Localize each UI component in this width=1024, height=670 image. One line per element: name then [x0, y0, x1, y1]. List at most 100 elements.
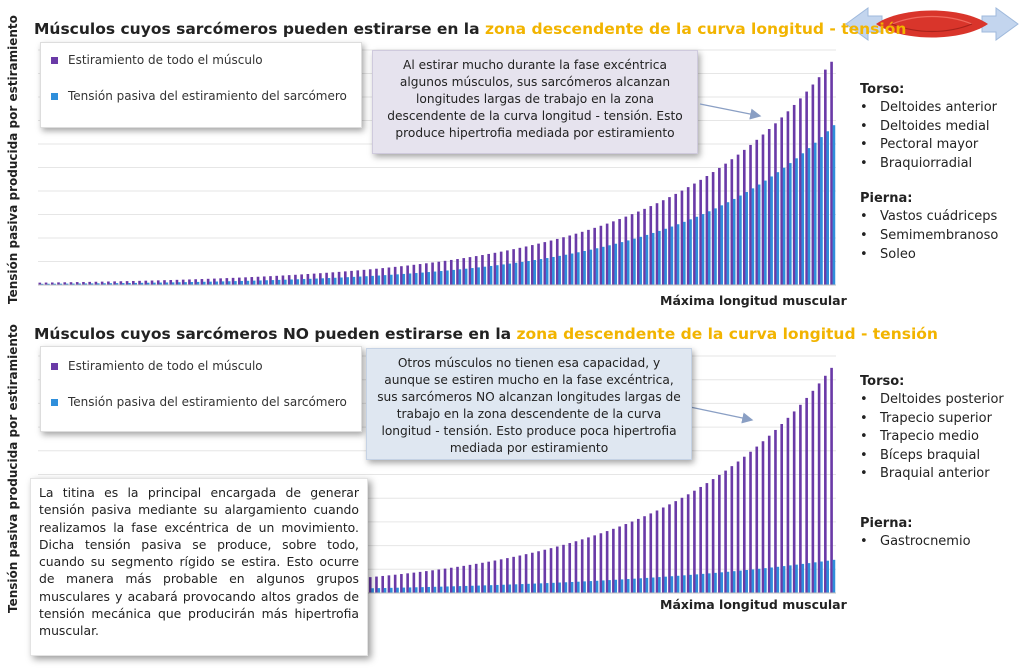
bar-muscle-stretch — [817, 77, 821, 285]
bar-muscle-stretch — [44, 282, 48, 285]
bar-muscle-stretch — [749, 451, 752, 593]
bar-muscle-stretch — [163, 280, 166, 285]
bar-passive-tension — [583, 581, 586, 593]
bar-muscle-stretch — [244, 277, 247, 285]
bar-passive-tension — [371, 275, 374, 285]
bar-muscle-stretch — [331, 272, 335, 285]
bar-muscle-stretch — [668, 197, 671, 285]
bar-passive-tension — [508, 263, 512, 285]
bar-muscle-stretch — [649, 513, 653, 593]
x-axis-label-2: Máxima longitud muscular — [660, 597, 847, 612]
bar-muscle-stretch — [325, 272, 328, 285]
bar-passive-tension — [352, 276, 356, 285]
bar-passive-tension — [751, 569, 755, 593]
bar-passive-tension — [589, 581, 593, 593]
list-item: Deltoides posterior — [860, 391, 1004, 410]
bar-passive-tension — [464, 268, 468, 285]
bar-passive-tension — [545, 583, 549, 593]
legend-item-passive-tension: Tensión pasiva del estiramiento del sarc… — [51, 89, 347, 103]
bar-muscle-stretch — [100, 281, 104, 285]
bar-muscle-stretch — [537, 243, 540, 285]
bar-muscle-stretch — [518, 247, 522, 285]
bar-muscle-stretch — [618, 526, 621, 593]
bar-muscle-stretch — [749, 144, 752, 285]
bar-passive-tension — [265, 280, 268, 285]
bar-passive-tension — [446, 586, 449, 593]
bar-passive-tension — [651, 577, 655, 593]
bar-muscle-stretch — [144, 280, 148, 285]
bar-passive-tension — [40, 283, 44, 285]
bar-passive-tension — [826, 560, 830, 593]
group-heading-torso-1: Torso: — [860, 82, 905, 97]
bar-muscle-stretch — [393, 266, 397, 285]
bar-muscle-stretch — [686, 187, 690, 285]
bar-muscle-stretch — [337, 271, 341, 285]
bar-passive-tension — [720, 205, 724, 285]
bar-muscle-stretch — [580, 231, 584, 285]
legend-swatch-purple — [51, 57, 58, 64]
list-item: Deltoides medial — [860, 118, 998, 137]
bar-passive-tension — [215, 281, 219, 285]
bar-passive-tension — [358, 276, 362, 285]
bar-passive-tension — [377, 275, 381, 285]
list-item: Bíceps braquial — [860, 447, 1004, 466]
bar-muscle-stretch — [412, 264, 416, 285]
bar-muscle-stretch — [811, 390, 815, 593]
bar-passive-tension — [234, 281, 237, 285]
bar-passive-tension — [308, 278, 312, 285]
bar-passive-tension — [570, 581, 574, 593]
bar-muscle-stretch — [786, 111, 790, 285]
bar-muscle-stretch — [736, 154, 740, 285]
bar-passive-tension — [595, 580, 599, 593]
bar-muscle-stretch — [531, 552, 534, 593]
bar-muscle-stretch — [181, 279, 185, 285]
bar-muscle-stretch — [493, 252, 497, 285]
bar-passive-tension — [346, 277, 349, 285]
bar-passive-tension — [252, 280, 256, 285]
bar-passive-tension — [726, 571, 730, 593]
bar-muscle-stretch — [512, 249, 515, 285]
bar-muscle-stretch — [761, 134, 765, 285]
bar-passive-tension — [78, 283, 81, 285]
bar-muscle-stretch — [742, 456, 746, 593]
bar-muscle-stretch — [406, 265, 409, 285]
bar-passive-tension — [626, 579, 630, 593]
bar-passive-tension — [96, 283, 100, 285]
bar-passive-tension — [109, 283, 113, 285]
bar-muscle-stretch — [711, 479, 715, 593]
bar-passive-tension — [645, 577, 649, 593]
bar-muscle-stretch — [206, 278, 210, 285]
bar-passive-tension — [389, 274, 393, 285]
bar-muscle-stretch — [674, 193, 678, 285]
bar-muscle-stretch — [574, 541, 578, 593]
bar-passive-tension — [645, 234, 649, 285]
bar-passive-tension — [570, 253, 574, 285]
bar-passive-tension — [483, 585, 487, 593]
bar-passive-tension — [595, 248, 599, 285]
bar-muscle-stretch — [605, 531, 609, 593]
bar-passive-tension — [552, 256, 555, 285]
bar-muscle-stretch — [774, 123, 777, 285]
bar-muscle-stretch — [817, 383, 821, 593]
bar-muscle-stretch — [524, 246, 528, 285]
pierna-list-2: Gastrocnemio — [860, 533, 1004, 552]
bar-muscle-stretch — [699, 179, 702, 285]
torso-list-2: Deltoides posterior Trapecio superior Tr… — [860, 391, 1004, 484]
bar-passive-tension — [614, 579, 618, 593]
bar-muscle-stretch — [250, 277, 254, 285]
bar-muscle-stretch — [481, 562, 484, 593]
bar-passive-tension — [140, 282, 144, 285]
bar-passive-tension — [302, 279, 306, 285]
bar-muscle-stretch — [481, 255, 484, 285]
y-axis-label-2: Tensión pasiva producida por estiramient… — [6, 324, 20, 613]
bar-passive-tension — [446, 270, 449, 285]
bar-muscle-stretch — [175, 279, 179, 285]
bar-passive-tension — [770, 567, 773, 593]
bar-passive-tension — [664, 228, 667, 285]
bar-passive-tension — [196, 281, 200, 285]
legend-2: Estiramiento de todo el músculo Tensión … — [40, 346, 362, 432]
bar-passive-tension — [558, 255, 561, 285]
bar-muscle-stretch — [680, 190, 684, 285]
bar-muscle-stretch — [375, 576, 378, 593]
bar-muscle-stretch — [213, 278, 216, 285]
